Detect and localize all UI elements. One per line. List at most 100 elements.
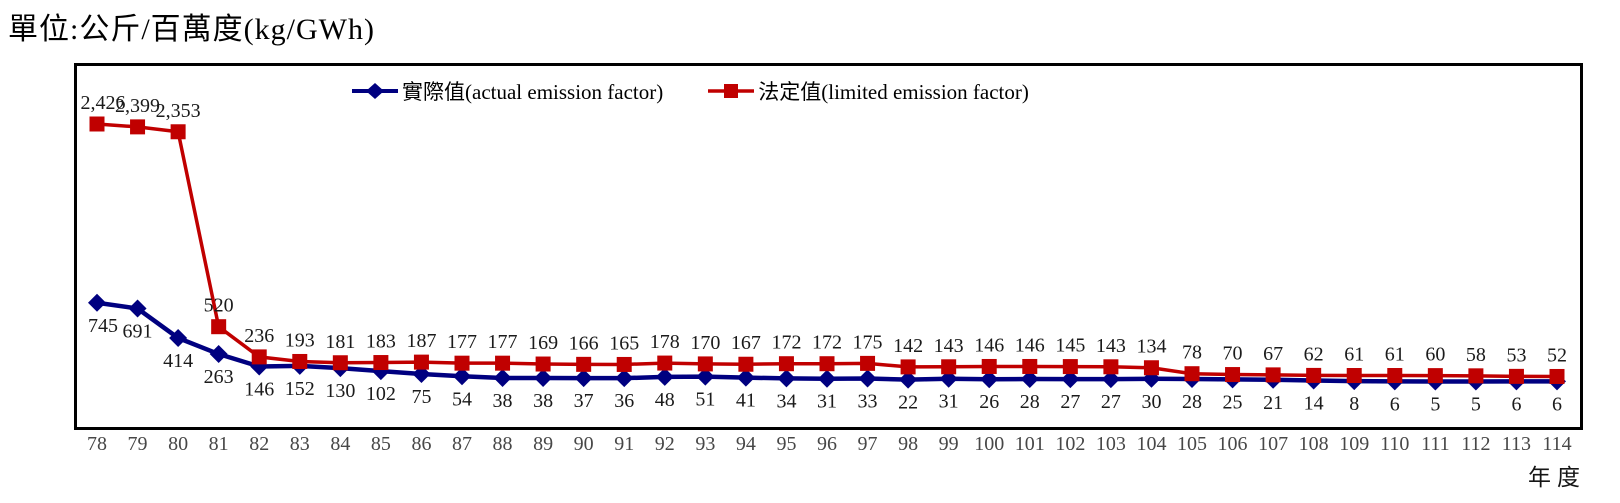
actual-data-label: 5 [1471,393,1481,415]
x-tick-label: 111 [1421,433,1450,455]
limited-data-label: 187 [406,330,436,352]
actual-data-label: 37 [574,390,594,412]
x-tick-label: 100 [974,433,1005,455]
limited-data-point-marker [1225,367,1241,383]
limited-data-label: 2,353 [156,100,201,122]
limited-data-label: 143 [1096,335,1126,357]
limited-data-label: 166 [569,332,599,354]
actual-data-point-marker [1061,370,1080,389]
limited-data-point-marker [332,355,348,371]
actual-data-point-marker [453,367,471,386]
limited-data-label: 53 [1506,344,1526,366]
actual-data-point-marker [899,370,918,389]
actual-data-point-marker [858,369,877,388]
limited-data-label: 143 [934,335,964,357]
actual-data-label: 691 [123,321,153,343]
limited-data-label: 167 [731,332,761,354]
x-tick-label: 84 [330,433,351,455]
limited-data-label: 52 [1547,344,1567,366]
limited-data-label: 177 [447,331,477,353]
x-tick-label: 87 [452,433,472,455]
actual-series-swatch-icon [352,83,398,99]
actual-data-point-marker [615,369,634,388]
limited-data-point-marker [1306,367,1322,383]
limited-data-point-marker [1022,358,1038,374]
actual-data-point-marker [534,368,553,387]
actual-data-point-marker [493,368,512,387]
x-tick-label: 91 [614,433,635,455]
x-tick-label: 85 [370,433,391,455]
limited-data-point-marker [130,119,146,135]
limited-data-point-marker [819,356,835,372]
actual-data-point-marker [209,345,228,364]
limited-data-label: 78 [1182,342,1202,364]
x-tick-label: 105 [1177,433,1207,455]
x-tick-label: 80 [168,433,189,455]
limited-data-label: 236 [244,325,274,347]
limited-data-label: 183 [366,331,396,353]
limited-data-label: 181 [325,331,355,353]
x-tick-label: 107 [1258,433,1289,455]
actual-data-label: 6 [1552,393,1562,415]
actual-data-label: 51 [695,389,715,411]
limited-data-label: 193 [285,329,315,351]
x-tick-label: 96 [817,433,837,455]
x-tick-label: 78 [87,433,107,455]
limited-data-label: 146 [1015,334,1045,356]
actual-data-label: 22 [898,392,918,414]
x-tick-label: 90 [573,433,594,455]
actual-data-label: 21 [1263,392,1283,414]
limited-data-label: 70 [1223,343,1243,365]
limited-data-point-marker [251,349,267,365]
limited-data-point-marker [1184,366,1200,382]
limited-data-point-marker [1103,359,1119,375]
limited-data-point-marker [1062,359,1078,375]
limited-data-point-marker [1387,368,1403,384]
limited-data-label: 172 [812,332,842,354]
limited-data-point-marker [170,124,186,140]
actual-data-label: 130 [325,380,355,402]
limited-data-point-marker [1427,368,1443,384]
actual-data-label: 28 [1182,391,1202,413]
actual-data-label: 38 [493,390,513,412]
limited-data-point-marker [454,355,470,371]
actual-data-label: 14 [1304,393,1324,415]
x-tick-label: 99 [938,433,959,455]
actual-data-label: 6 [1511,393,1521,415]
limited-data-label: 165 [609,332,639,354]
limited-data-point-marker [1346,368,1362,384]
actual-data-label: 36 [614,390,634,412]
legend-item-actual: 實際值(actual emission factor) [351,76,663,106]
actual-data-point-marker [980,370,999,389]
x-tick-label: 81 [208,433,229,455]
limited-data-point-marker [292,353,308,369]
limited-data-point-marker [616,356,632,372]
actual-data-label: 31 [939,391,959,413]
actual-data-point-marker [1101,370,1120,389]
x-tick-label: 92 [654,433,675,455]
x-tick-label: 114 [1542,433,1572,455]
x-tick-label: 82 [249,433,270,455]
limited-data-label: 170 [690,332,720,354]
limited-data-label: 169 [528,332,558,354]
limited-data-label: 2,426 [81,92,126,114]
actual-data-label: 102 [366,383,396,405]
actual-data-point-marker [128,299,147,318]
limited-data-label: 178 [650,331,680,353]
actual-data-label: 27 [1101,391,1121,413]
actual-data-label: 33 [858,390,878,412]
limited-data-point-marker [1508,368,1524,384]
actual-data-label: 146 [244,378,274,400]
limited-data-label: 60 [1425,344,1445,366]
actual-data-point-marker [818,369,836,388]
actual-data-label: 414 [163,350,193,372]
actual-data-point-marker [169,328,188,347]
x-tick-label: 101 [1014,433,1045,455]
square-marker-icon [724,84,739,98]
actual-data-label: 48 [655,389,675,411]
limited-data-label: 145 [1055,335,1085,357]
limited-data-label: 134 [1136,336,1166,358]
x-tick-label: 102 [1055,433,1086,455]
x-axis-tick-labels: 78 79 80 81 82 83 84 85 86 87 88 89 90 91 92 93 94 95 96 97… [0,433,1620,459]
limited-data-label: 175 [853,331,883,353]
